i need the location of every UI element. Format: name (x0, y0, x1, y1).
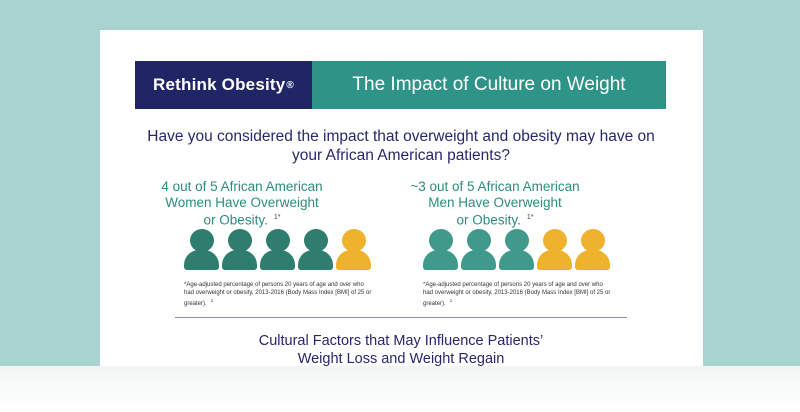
women-ref: 1* (273, 214, 281, 221)
women-people-row (184, 229, 371, 270)
person-icon (336, 229, 371, 270)
bottom-fade (0, 366, 800, 412)
men-footnote: *Age-adjusted percentage of persons 20 y… (423, 282, 611, 307)
person-icon (461, 229, 496, 270)
person-icon (184, 229, 219, 270)
infographic-card: Rethink Obesity ® The Impact of Culture o… (100, 30, 703, 390)
men-ref: 1* (526, 214, 534, 221)
person-icon (222, 229, 257, 270)
men-heading-line: ~3 out of 5 African American (410, 179, 580, 194)
section-divider (175, 317, 627, 318)
women-stat-heading: 4 out of 5 African American Women Have O… (152, 179, 332, 228)
banner-title: The Impact of Culture on Weight (312, 61, 666, 109)
men-heading-line: or Obesity. 1* (456, 212, 534, 228)
brand-name: Rethink Obesity (153, 75, 286, 94)
women-heading-line: or Obesity. 1* (203, 212, 281, 228)
registered-mark: ® (286, 79, 294, 91)
title-banner: Rethink Obesity ® The Impact of Culture o… (135, 61, 666, 109)
person-icon (537, 229, 572, 270)
men-stat-heading: ~3 out of 5 African American Men Have Ov… (405, 179, 585, 228)
question-text: Have you considered the impact that over… (147, 128, 655, 164)
brand-logo: Rethink Obesity ® (135, 61, 312, 109)
women-heading-line: Women Have Overweight (165, 194, 319, 210)
person-icon (260, 229, 295, 270)
women-footnote: *Age-adjusted percentage of persons 20 y… (184, 282, 372, 307)
section-title: Cultural Factors that May Influence Pati… (258, 333, 544, 367)
person-icon (423, 229, 458, 270)
men-people-row (423, 229, 610, 270)
men-heading-line: Men Have Overweight (428, 194, 562, 210)
women-heading-line: 4 out of 5 African American (161, 179, 323, 194)
person-icon (575, 229, 610, 270)
person-icon (298, 229, 333, 270)
person-icon (499, 229, 534, 270)
